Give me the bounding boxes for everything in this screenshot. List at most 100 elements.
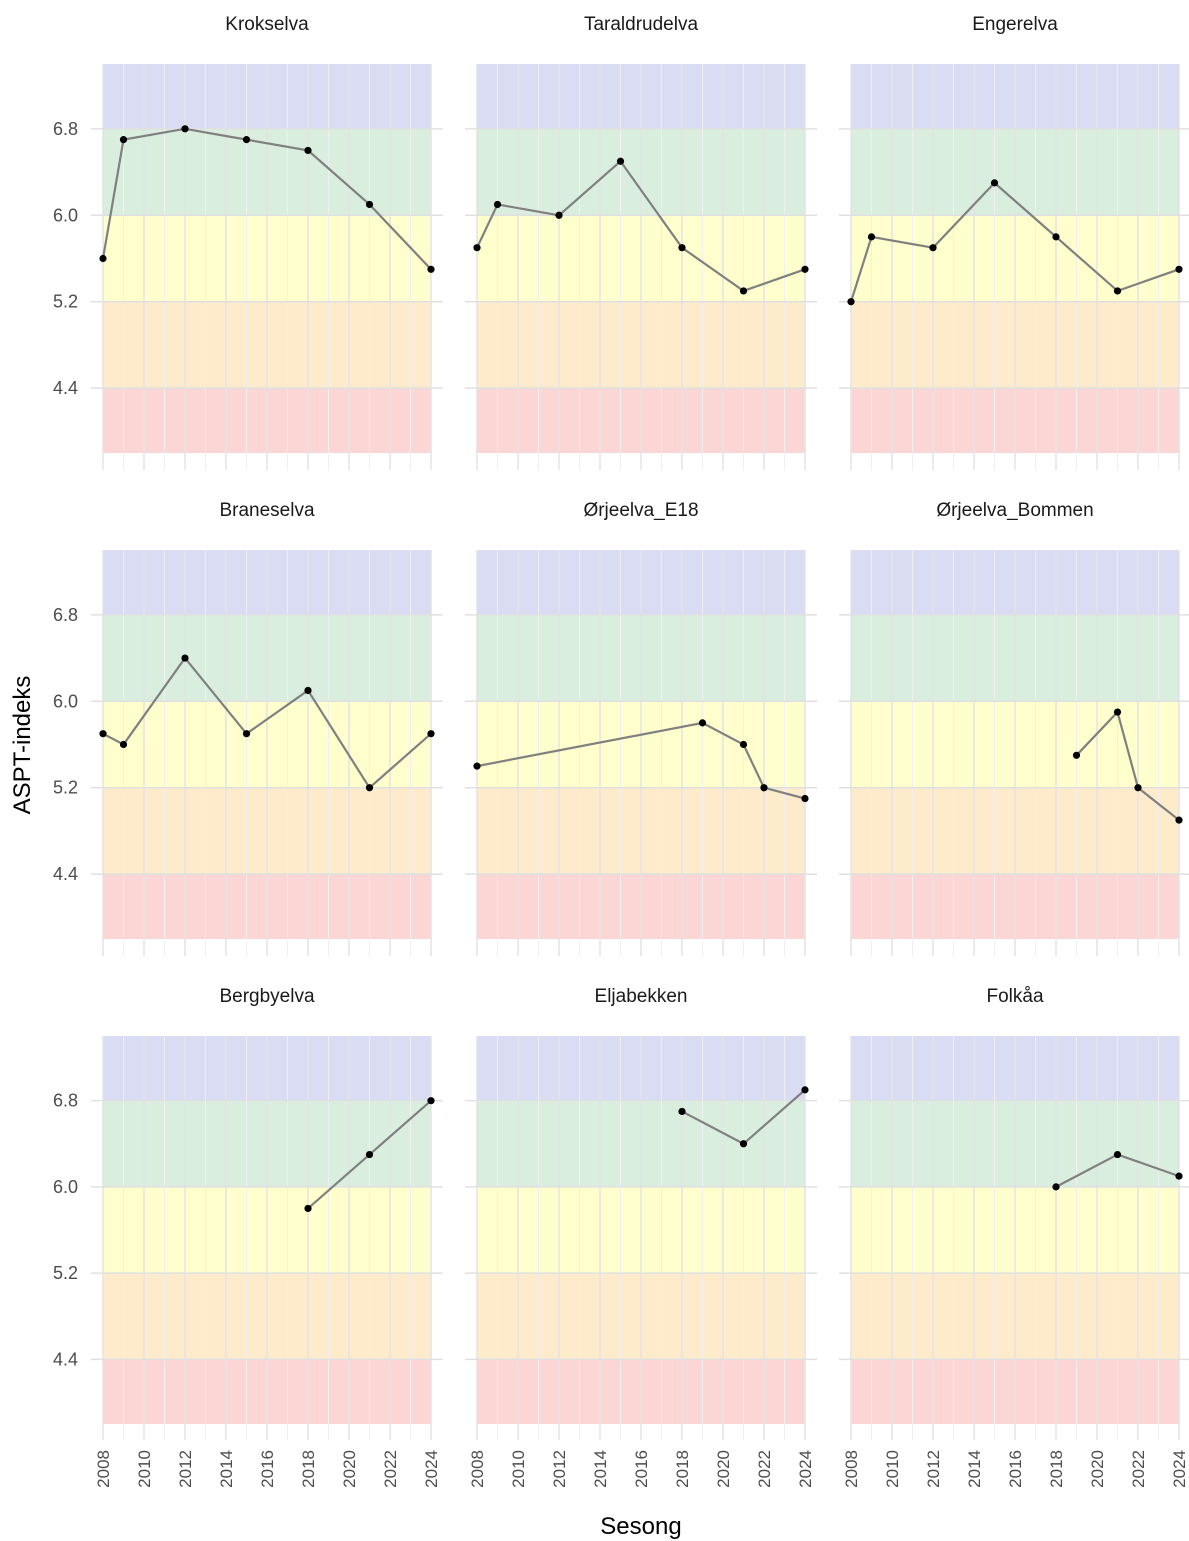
x-tick-label: 2010 — [135, 1450, 154, 1488]
x-tick-label: 2008 — [468, 1450, 487, 1488]
y-axis-title: ASPT-indeks — [9, 676, 36, 815]
data-point — [616, 157, 625, 165]
y-tick-label: 6.8 — [53, 119, 78, 139]
y-tick-label: 5.2 — [53, 1263, 78, 1283]
data-point — [801, 794, 809, 803]
data-point — [304, 146, 312, 155]
facet-title: Eljabekken — [595, 986, 688, 1007]
data-point — [678, 244, 686, 252]
x-tick-label: 2020 — [714, 1450, 733, 1488]
y-tick-label: 4.4 — [53, 378, 78, 398]
data-point — [929, 244, 937, 252]
data-point — [1052, 1183, 1060, 1191]
x-tick-label: 2010 — [883, 1450, 902, 1488]
data-point — [427, 730, 435, 738]
x-tick-label: 2016 — [258, 1450, 277, 1488]
data-point — [365, 200, 374, 209]
data-point — [698, 719, 707, 727]
data-point — [493, 200, 502, 209]
data-point — [1113, 1150, 1122, 1159]
x-tick-label: 2012 — [924, 1450, 943, 1488]
x-tick-label: 2020 — [1088, 1450, 1107, 1488]
facet-title: Bergbyelva — [219, 986, 314, 1007]
x-tick-label: 2022 — [1129, 1450, 1148, 1488]
facet-title: Taraldrudelva — [584, 14, 698, 35]
data-point — [1113, 708, 1122, 716]
data-point — [1134, 784, 1142, 792]
data-point — [990, 179, 999, 187]
data-point — [1175, 1172, 1183, 1180]
x-tick-label: 2016 — [632, 1450, 651, 1488]
facet-panel: Krokselva 4.4 5.2 6.0 6.8 — [53, 14, 443, 470]
data-point — [304, 1204, 312, 1213]
data-point — [1072, 751, 1081, 759]
facet-title: Engerelva — [972, 14, 1058, 35]
y-tick-label: 6.8 — [53, 605, 78, 625]
data-point — [473, 762, 481, 770]
data-point — [801, 265, 809, 273]
facet-title: Folkåa — [986, 986, 1043, 1007]
data-point — [1113, 287, 1122, 295]
data-point — [739, 1140, 748, 1148]
data-point — [739, 740, 748, 749]
x-tick-label: 2014 — [217, 1450, 236, 1488]
y-tick-label: 6.0 — [53, 1177, 78, 1197]
facet-title: Ørjeelva_E18 — [583, 500, 698, 521]
data-point — [99, 254, 107, 263]
x-tick-label: 2020 — [340, 1450, 359, 1488]
facet-panel: Folkåa 2008 2010 2012 2014 2016 2018 2020 2022 20… — [839, 986, 1189, 1488]
data-point — [99, 730, 107, 738]
data-point — [1052, 233, 1060, 241]
data-point — [867, 233, 876, 241]
data-point — [427, 1097, 435, 1105]
data-point — [427, 265, 435, 273]
facet-panel: Ørjeelva_E18 — [465, 500, 817, 956]
x-tick-label: 2018 — [1047, 1450, 1066, 1488]
data-point — [847, 298, 855, 306]
x-tick-label: 2010 — [509, 1450, 528, 1488]
x-tick-label: 2016 — [1006, 1450, 1025, 1488]
data-point — [365, 1150, 374, 1159]
data-point — [181, 125, 189, 133]
data-point — [555, 211, 563, 219]
y-tick-label: 4.4 — [53, 864, 78, 884]
data-point — [1175, 265, 1183, 273]
data-point — [181, 654, 189, 662]
y-tick-label: 4.4 — [53, 1349, 78, 1369]
x-tick-label: 2018 — [299, 1450, 318, 1488]
x-tick-label: 2024 — [796, 1450, 815, 1488]
y-tick-label: 5.2 — [53, 778, 78, 798]
data-point — [739, 287, 748, 295]
x-tick-label: 2008 — [94, 1450, 113, 1488]
y-tick-label: 6.0 — [53, 691, 78, 711]
x-tick-label: 2012 — [176, 1450, 195, 1488]
y-tick-label: 6.8 — [53, 1091, 78, 1111]
facet-panel: Engerelva — [839, 14, 1189, 470]
series-line — [1075, 709, 1180, 822]
facet-title: Krokselva — [225, 14, 309, 35]
facet-panel: Braneselva 4.4 5.2 6.0 6.8 — [53, 500, 443, 956]
data-point — [801, 1086, 809, 1094]
x-tick-label: 2018 — [673, 1450, 692, 1488]
data-point — [242, 136, 251, 144]
data-point — [365, 784, 374, 792]
data-point — [304, 686, 312, 695]
data-point — [119, 136, 128, 144]
facet-panel: Eljabekken 2008 2010 2012 2014 2016 2018 2020 20… — [465, 986, 817, 1488]
data-point — [760, 784, 768, 792]
data-point — [1175, 816, 1183, 824]
x-tick-label: 2008 — [842, 1450, 861, 1488]
data-point — [242, 730, 251, 738]
data-point — [678, 1107, 686, 1116]
facet-panel: Taraldrudelva — [465, 14, 817, 470]
facet-panel: Ørjeelva_Bommen — [839, 500, 1189, 956]
facet-panel: Bergbyelva 4.4 5.2 6.0 6.8 2008 2010 2012 2014 20… — [53, 986, 443, 1488]
x-tick-label: 2014 — [591, 1450, 610, 1488]
x-tick-label: 2024 — [1170, 1450, 1189, 1488]
y-tick-label: 5.2 — [53, 292, 78, 312]
x-tick-label: 2012 — [550, 1450, 569, 1488]
x-tick-label: 2022 — [381, 1450, 400, 1488]
x-tick-label: 2024 — [422, 1450, 441, 1488]
facet-title: Braneselva — [219, 500, 314, 521]
